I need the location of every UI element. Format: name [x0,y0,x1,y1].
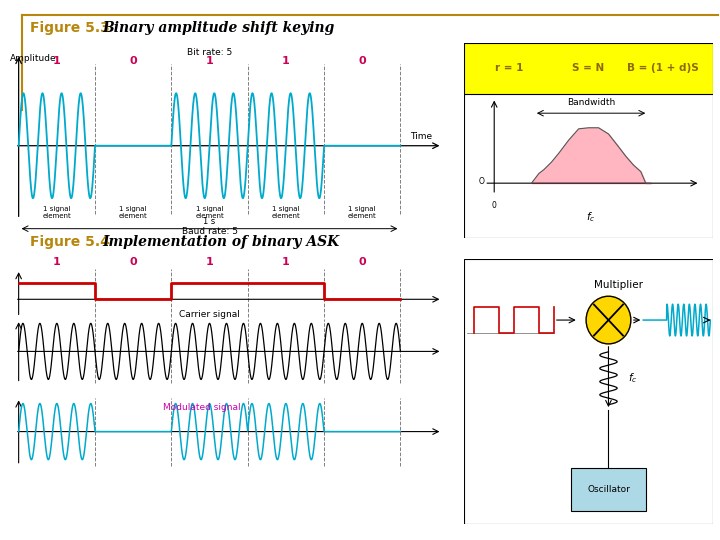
Text: 1 signal
element: 1 signal element [42,206,71,219]
Text: 1: 1 [206,257,213,267]
Text: Bit rate: 5: Bit rate: 5 [187,49,232,57]
Text: 1: 1 [282,257,289,267]
Text: Bandwidth: Bandwidth [567,98,615,107]
FancyBboxPatch shape [464,259,713,524]
Text: Binary amplitude shift keying: Binary amplitude shift keying [102,21,334,35]
Text: Amplitude: Amplitude [9,54,56,63]
Text: S = N: S = N [572,64,605,73]
Text: Modulated signal: Modulated signal [163,402,240,411]
Text: 0: 0 [130,56,137,66]
Text: 1: 1 [53,56,60,66]
Text: Figure 5.3: Figure 5.3 [30,21,109,35]
Text: 0: 0 [359,56,366,66]
Circle shape [586,296,631,344]
Text: Implementation of binary ASK: Implementation of binary ASK [102,235,339,249]
Text: 1 signal
element: 1 signal element [119,206,148,219]
Text: Baud rate: 5: Baud rate: 5 [181,227,238,236]
Text: 1: 1 [53,257,60,267]
Text: Carrier signal: Carrier signal [179,310,240,319]
Text: 1: 1 [282,56,289,66]
Text: Figure 5.4: Figure 5.4 [30,235,110,249]
Text: 1 signal
element: 1 signal element [348,206,377,219]
Text: 1 signal
element: 1 signal element [195,206,224,219]
Text: 0: 0 [492,201,497,210]
Text: 1 signal
element: 1 signal element [271,206,300,219]
Text: $f_c$: $f_c$ [629,372,638,385]
Text: Time: Time [410,132,433,141]
Text: r = 1: r = 1 [495,64,523,73]
FancyBboxPatch shape [464,43,713,94]
Text: B = (1 + d)S: B = (1 + d)S [627,64,699,73]
FancyBboxPatch shape [571,468,646,511]
Text: 0: 0 [359,257,366,267]
Text: 1: 1 [206,56,213,66]
Text: 1 s: 1 s [203,217,215,226]
Text: O: O [479,177,485,186]
Text: Oscillator: Oscillator [587,485,630,494]
Text: 0: 0 [130,257,137,267]
Text: $f_c$: $f_c$ [586,211,596,224]
FancyBboxPatch shape [464,43,713,238]
Text: Multiplier: Multiplier [594,280,643,291]
